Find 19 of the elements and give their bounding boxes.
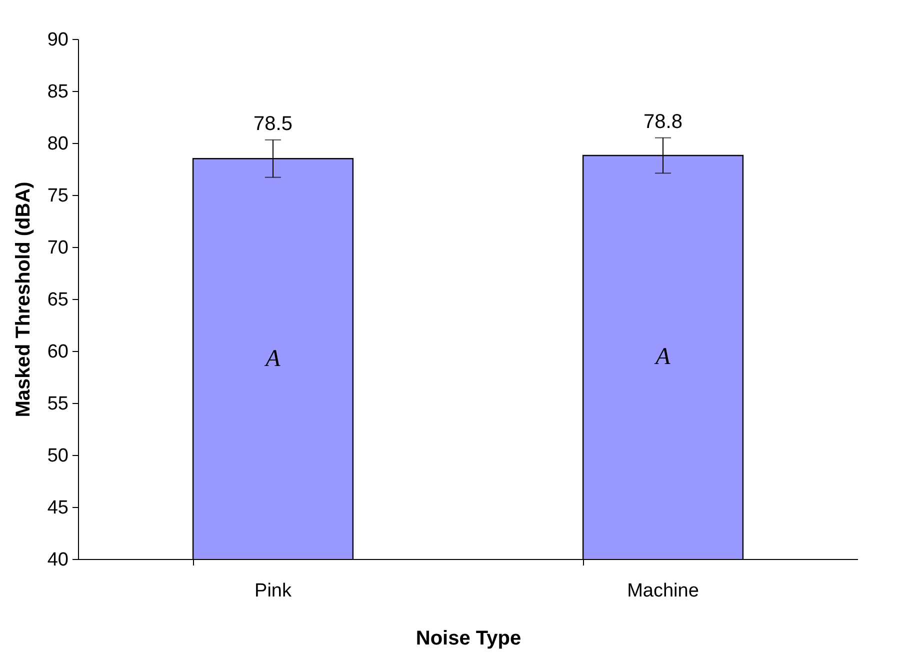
data-label: 78.5 (254, 112, 292, 135)
y-tick-label: 80 (47, 134, 68, 154)
y-tick-label: 75 (47, 186, 68, 206)
y-tick-label: 45 (47, 498, 68, 518)
y-tick-label: 85 (47, 82, 68, 102)
y-tick-label: 70 (47, 238, 68, 258)
x-axis-title: Noise Type (416, 628, 522, 650)
annotation: A (264, 346, 281, 372)
y-tick-label: 55 (47, 394, 68, 414)
y-tick-label: 90 (47, 30, 68, 50)
y-tick-label: 40 (47, 550, 68, 570)
data-label: 78.8 (644, 110, 682, 133)
y-tick-label: 50 (47, 446, 68, 466)
x-tick-label: Machine (627, 580, 699, 602)
y-tick-label: 65 (47, 290, 68, 310)
y-axis-title: Masked Threshold (dBA) (12, 182, 34, 418)
annotation: A (654, 344, 671, 370)
x-tick-label: Pink (254, 580, 292, 602)
y-tick-label: 60 (47, 342, 68, 362)
